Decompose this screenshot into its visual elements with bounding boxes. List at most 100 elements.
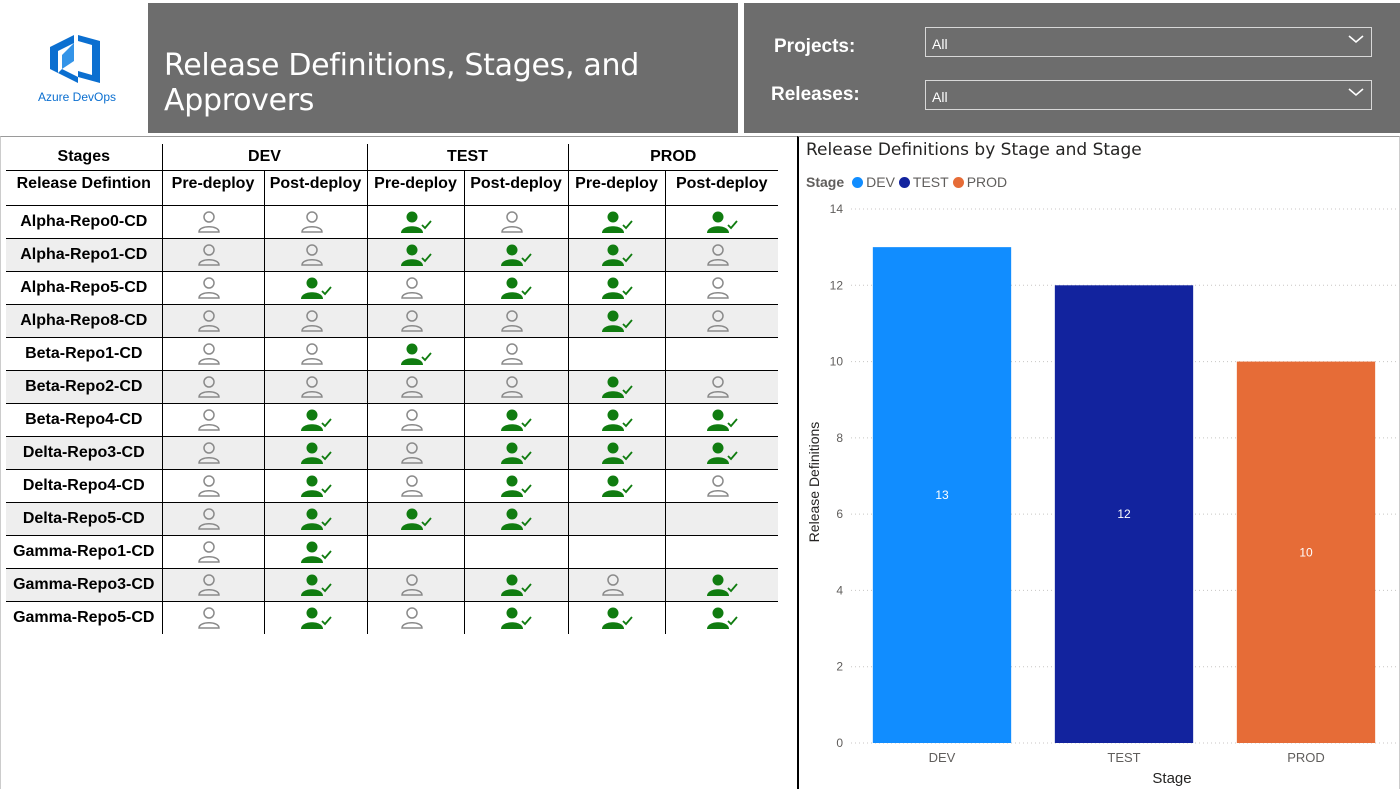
person-approved-icon [706,574,738,596]
approver-cell-dev-pre [161,502,264,535]
approver-cell-prod-pre [567,337,665,370]
approver-cell-prod-pre [567,403,665,436]
approver-cell-test-post [463,535,568,568]
release-definition-name: Gamma-Repo5-CD [13,608,155,626]
person-approved-icon [300,409,332,431]
person-approved-icon [601,376,633,398]
person-approved-icon [300,277,332,299]
approver-cell-test-pre [366,502,464,535]
person-outline-icon [400,474,432,497]
approver-cell-prod-post [664,535,778,568]
approver-cell-dev-post [263,403,367,436]
person-outline-icon [500,210,532,233]
approver-cell-test-post [463,238,568,271]
approver-cell-dev-pre [161,271,264,304]
person-approved-icon [706,607,738,629]
approver-cell-test-post [463,370,568,403]
prod-post-deploy-header: Post-deploy [664,170,778,206]
table-row: Gamma-Repo1-CD [6,535,778,568]
data-label: 10 [1299,545,1313,559]
y-axis-title: Release Definitions [806,422,822,543]
approver-cell-prod-post [664,205,778,238]
approver-cell-dev-post [263,436,367,469]
test-pre-deploy-header: Pre-deploy [366,170,464,206]
person-approved-icon [300,475,332,497]
releases-dropdown[interactable]: All [925,80,1372,110]
approver-cell-prod-post [664,502,778,535]
approver-cell-prod-pre [567,238,665,271]
person-outline-icon [706,474,738,497]
approver-cell-dev-pre [161,370,264,403]
dev-pre-deploy-header: Pre-deploy [161,170,264,206]
page-title: Release Definitions, Stages, and Approve… [164,48,639,118]
approver-cell-dev-post [263,238,367,271]
chevron-down-icon [1348,88,1364,97]
release-definition-name: Delta-Repo5-CD [6,502,162,535]
person-approved-icon [400,211,432,233]
y-tick-label: 10 [830,355,844,369]
approver-cell-prod-pre [567,205,665,238]
person-approved-icon [601,475,633,497]
approver-cell-test-post [463,601,568,634]
approver-cell-dev-post [263,601,367,634]
approver-cell-dev-pre [161,337,264,370]
approver-cell-dev-post [263,271,367,304]
approver-cell-prod-post [664,469,778,502]
approver-cell-prod-post [664,337,778,370]
legend-marker [852,176,864,188]
person-approved-icon [500,409,532,431]
legend-label: DEV [866,174,895,190]
approver-cell-test-pre [366,568,464,601]
table-row: Gamma-Repo3-CD [6,568,778,601]
azure-devops-logo: Azure DevOps [0,0,148,133]
approver-cell-test-post [463,205,568,238]
person-approved-icon [300,508,332,530]
release-definition-header: Release Defintion [6,170,162,206]
stage-header-prod: PROD [567,144,778,171]
approver-cell-prod-post [664,304,778,337]
person-outline-icon [400,276,432,299]
approver-cell-prod-post [664,568,778,601]
approver-cell-prod-pre [567,535,665,568]
release-definition-name: Beta-Repo2-CD [6,370,162,403]
approver-cell-prod-pre [567,271,665,304]
person-outline-icon [197,243,229,266]
person-approved-icon [601,211,633,233]
table-row: Alpha-Repo0-CD [6,205,778,238]
x-tick-label: PROD [1287,750,1325,765]
approver-cell-prod-post [664,370,778,403]
table-row: Gamma-Repo5-CD [6,601,778,634]
person-approved-icon [601,310,633,332]
bar-test [1054,285,1194,743]
person-approved-icon [500,244,532,266]
person-approved-icon [500,607,532,629]
person-outline-icon [300,210,332,233]
person-outline-icon [400,607,432,629]
approver-cell-dev-pre [161,601,264,634]
approver-cell-dev-post [263,535,367,568]
bar-chart: 0 2 4 6 8 10 12 14 13 DEV 12 TEST 10 PROD Stage Release… [806,202,1397,787]
table-row: Alpha-Repo1-CD [6,238,778,271]
approver-cell-test-pre [366,469,464,502]
person-outline-icon [500,309,532,332]
approver-cell-prod-pre [567,370,665,403]
person-outline-icon [400,573,432,596]
release-definition-name: Gamma-Repo1-CD [13,542,155,560]
person-outline-icon [500,342,532,365]
release-definition-name: Alpha-Repo1-CD [6,238,162,271]
person-outline-icon [400,441,432,464]
test-post-deploy-header: Post-deploy [463,170,568,206]
approver-matrix-panel: Stages DEV TEST PROD Release Defintion P… [0,136,797,789]
person-approved-icon [500,442,532,464]
person-outline-icon [197,375,229,398]
approver-cell-prod-post [664,271,778,304]
projects-dropdown[interactable]: All [925,27,1372,57]
approver-cell-dev-post [263,568,367,601]
person-approved-icon [400,343,432,365]
person-approved-icon [300,607,332,629]
approver-cell-test-pre [366,205,464,238]
approver-cell-dev-post [263,370,367,403]
table-row: Alpha-Repo5-CD [6,271,778,304]
approver-cell-dev-pre [161,469,264,502]
legend-label: TEST [912,174,949,190]
